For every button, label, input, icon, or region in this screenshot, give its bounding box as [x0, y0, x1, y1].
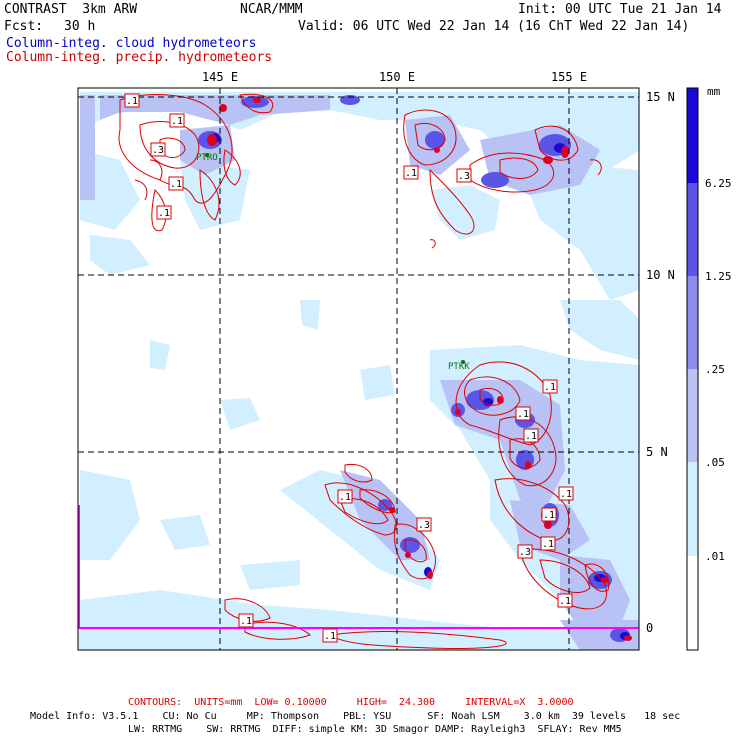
contour-label: .3: [152, 145, 164, 156]
colorbar-label-.25: .25: [705, 363, 725, 376]
contour-label: .1: [158, 208, 170, 219]
colorbar: mm 6.25 1.25 .25 .05 .01: [686, 85, 732, 651]
colorbar-label-.05: .05: [705, 456, 725, 469]
shading-layer: [78, 92, 639, 650]
precip-contours: [118, 93, 610, 649]
lat-label-0: 0: [646, 621, 653, 635]
contour-label-box: [403, 165, 419, 180]
colorbar-swatch-3: [687, 369, 698, 462]
colorbar-swatch-6: [687, 88, 698, 183]
contour-label: .1: [171, 116, 183, 127]
contour-label: .1: [240, 616, 252, 627]
lat-label-5n: 5 N: [646, 445, 668, 459]
colorbar-unit: mm: [707, 85, 721, 98]
field-cloud-label: Column-integ. cloud hydrometeors: [6, 36, 257, 51]
contour-labels: .1 .1 .3 .1 .1 .1 .3 .1 .1 .1 .1 .1 .3 .1 .3 .1 .1 .1 .1: [124, 93, 574, 643]
contour-label-box: [238, 613, 254, 628]
contour-label: .3: [418, 520, 430, 531]
contour-label: .1: [560, 489, 572, 500]
colorbar-swatch-5: [687, 183, 698, 276]
station-label-ptro: PTRO: [196, 153, 218, 163]
contour-label: .1: [517, 409, 529, 420]
contour-label-box: [416, 517, 432, 532]
contour-label-box: [156, 205, 172, 220]
station-label-ptkk: PTKK: [448, 362, 470, 372]
contour-label-box: [542, 379, 558, 394]
contour-label: .1: [126, 96, 138, 107]
lon-label-145: 145 E: [202, 70, 238, 84]
colorbar-label-.01: .01: [705, 550, 725, 563]
contour-label-box: [541, 507, 557, 522]
map-frame: [77, 87, 640, 651]
contour-label: .1: [542, 539, 554, 550]
contour-label-box: [540, 536, 556, 551]
center-label: NCAR/MMM: [240, 2, 303, 17]
lon-label-155: 155 E: [551, 70, 587, 84]
contour-label: .1: [525, 431, 537, 442]
contour-label: .1: [339, 492, 351, 503]
station-marker-ptkk: [461, 360, 465, 364]
colorbar-swatch-2: [687, 462, 698, 556]
lon-label-150: 150 E: [379, 70, 415, 84]
field-precip-label: Column-integ. precip. hydrometeors: [6, 50, 273, 65]
colorbar-swatch-1: [687, 556, 698, 650]
contour-label-box: [150, 142, 166, 157]
forecast-label: Fcst:: [4, 19, 44, 34]
contour-label-box: [168, 176, 184, 191]
contour-label: .3: [458, 171, 470, 182]
contour-label: .1: [170, 179, 182, 190]
contour-label-box: [322, 628, 338, 643]
contour-label-box: [515, 406, 531, 421]
colorbar-label-6.25: 6.25: [705, 177, 732, 190]
contour-label: .3: [519, 547, 531, 558]
valid-time: Valid: 06 UTC Wed 22 Jan 14 (16 ChT Wed …: [298, 19, 690, 34]
station-marker-ptro: [205, 153, 209, 157]
contour-label-box: [557, 593, 573, 608]
model-title: CONTRAST 3km ARW: [4, 2, 138, 17]
colorbar-frame: [686, 87, 699, 651]
colorbar-label-1.25: 1.25: [705, 270, 732, 283]
contour-label-box: [558, 486, 574, 501]
contour-label-box: [124, 93, 140, 108]
colorbar-swatch-4: [687, 276, 698, 369]
lat-label-10n: 10 N: [646, 268, 675, 282]
contour-label: .1: [543, 510, 555, 521]
contour-label-box: [169, 113, 185, 128]
init-time: Init: 00 UTC Tue 21 Jan 14: [518, 2, 722, 17]
contours-info: CONTOURS: UNITS=mm LOW= 0.10000 HIGH= 24…: [128, 697, 574, 708]
contour-label: .1: [324, 631, 336, 642]
contour-label-box: [456, 168, 472, 183]
contour-label: .1: [559, 596, 571, 607]
contour-label-box: [337, 489, 353, 504]
lat-label-15n: 15 N: [646, 90, 675, 104]
precip-cores: [207, 97, 632, 641]
model-info-line2: LW: RRTMG SW: RRTMG DIFF: simple KM: 3D …: [128, 724, 622, 735]
grid-lines: [78, 88, 639, 650]
model-info-line1: Model Info: V3.5.1 CU: No Cu MP: Thompso…: [30, 711, 681, 722]
forecast-hour: 30 h: [64, 19, 96, 34]
contour-label: .1: [544, 382, 556, 393]
contour-label: .1: [405, 168, 417, 179]
contour-label-box: [523, 428, 539, 443]
contour-label-box: [517, 544, 533, 559]
